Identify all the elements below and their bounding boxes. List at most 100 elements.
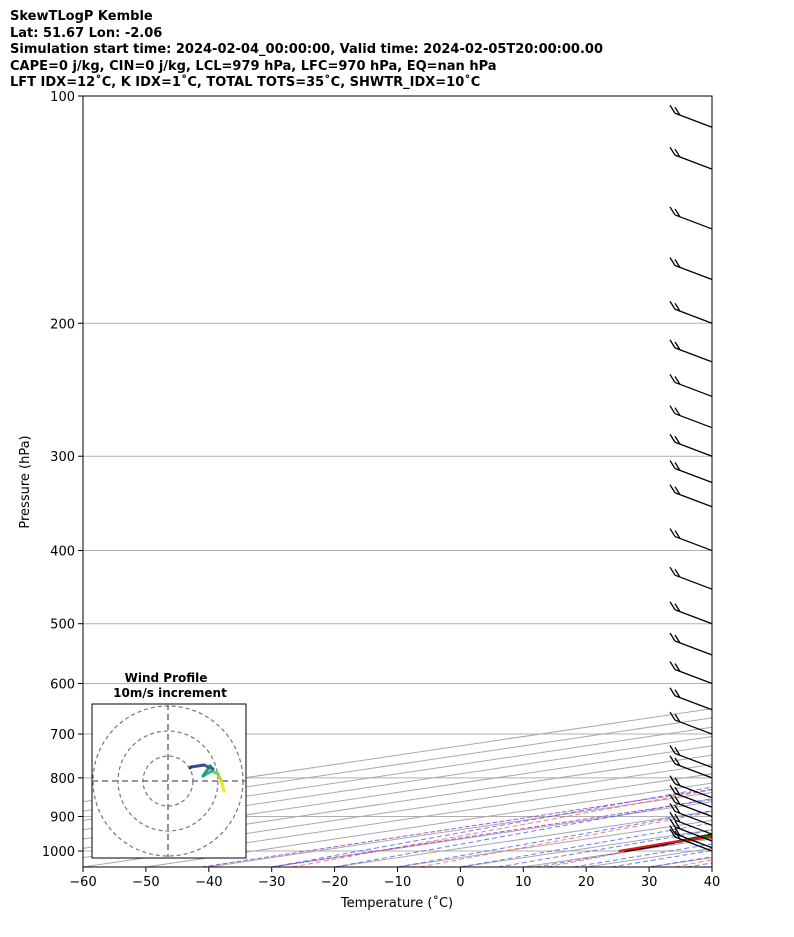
barb-staff [674, 381, 713, 398]
wind-barbs [669, 104, 713, 852]
barb-flag [674, 777, 681, 787]
barb-flag [669, 687, 676, 697]
barb-staff [674, 441, 713, 457]
dry-adiabat [674, 859, 712, 867]
barb-flag [674, 568, 681, 578]
wind-barb [669, 794, 713, 818]
barb-flag [669, 632, 676, 642]
barb-flag [674, 786, 681, 796]
y-tick-label: 500 [50, 618, 75, 633]
barb-flag [674, 341, 681, 351]
barb-staff [674, 467, 713, 484]
moist-adiabat [334, 798, 712, 867]
x-tick-label: −50 [132, 875, 159, 890]
wind-barb [669, 528, 713, 552]
wind-barb [669, 784, 713, 808]
moist-adiabat [271, 786, 712, 867]
moist-adiabat [498, 829, 712, 867]
x-axis-label: Temperature (˚C) [340, 895, 453, 911]
wind-barb [669, 711, 713, 735]
wind-barb [669, 206, 713, 230]
moist-adiabat [460, 822, 712, 867]
moist-adiabat [573, 843, 712, 867]
isotherm [649, 857, 712, 867]
wind-barb [669, 745, 713, 769]
barb-flag [669, 433, 676, 443]
barb-staff [674, 264, 713, 281]
isotherm [586, 847, 712, 867]
barb-flag [674, 259, 681, 268]
wind-barb [669, 146, 713, 170]
dry-adiabat [292, 789, 712, 867]
barb-flag [669, 484, 676, 494]
barb-flag [669, 755, 676, 765]
wind-barb [669, 257, 713, 281]
x-tick-label: 0 [456, 875, 464, 890]
wind-barb [669, 661, 713, 685]
barb-flag [669, 818, 676, 828]
barb-staff [674, 413, 713, 429]
isotherm [83, 726, 712, 821]
dry-adiabat [419, 811, 712, 867]
x-tick-label: −10 [384, 875, 411, 890]
barb-flag [674, 407, 681, 417]
wind-barb [669, 484, 713, 508]
mixing-ratio-line [271, 799, 712, 867]
moist-adiabat [535, 836, 712, 867]
wind-barb [669, 405, 713, 429]
x-tick-label: −30 [258, 875, 285, 890]
barb-flag [674, 376, 681, 385]
wind-barb [669, 632, 713, 656]
barb-staff [674, 836, 713, 852]
barb-flag [669, 711, 676, 721]
y-tick-label: 600 [50, 678, 75, 693]
wind-barb [669, 687, 713, 711]
barb-flag [669, 784, 676, 794]
x-tick-label: −40 [195, 875, 222, 890]
wind-barb [669, 566, 713, 590]
barb-staff [674, 810, 713, 827]
y-tick-label: 700 [50, 728, 75, 743]
barb-flag [669, 825, 676, 835]
barb-flag [674, 805, 681, 814]
y-tick-label: 900 [50, 810, 75, 825]
barb-flag [674, 208, 681, 218]
dry-adiabat [547, 834, 712, 867]
x-tick-label: −20 [321, 875, 348, 890]
barb-flag [674, 603, 681, 613]
barb-staff [674, 347, 713, 363]
barb-staff [674, 783, 713, 799]
wind-barb [669, 433, 713, 457]
wind-barb [669, 300, 713, 324]
y-axis-label: Pressure (hPa) [18, 435, 33, 528]
wind-barb [669, 755, 713, 779]
barb-flag [669, 745, 676, 754]
barb-flag [669, 257, 676, 266]
chart-title: SkewTLogP Kemble [10, 9, 153, 24]
barb-flag [669, 374, 676, 383]
barb-staff [674, 535, 713, 552]
barb-flag [669, 339, 676, 349]
barb-flag [674, 713, 681, 723]
wind-barb [669, 825, 713, 849]
wind-barb [669, 374, 713, 398]
barb-staff [674, 695, 713, 711]
y-tick-label: 300 [50, 450, 75, 465]
cape-line: CAPE=0 j/kg, CIN=0 j/kg, LCL=979 hPa, LF… [10, 58, 497, 74]
barb-flag [674, 148, 681, 158]
barb-staff [674, 214, 713, 230]
x-tick-label: −60 [69, 875, 96, 890]
hodograph-segment [189, 763, 206, 769]
barb-flag [669, 661, 676, 670]
barb-flag [669, 300, 676, 310]
isotherm [271, 801, 712, 867]
y-tick-label: 1000 [42, 845, 75, 860]
chart-header: SkewTLogP Kemble Lat: 51.67 Lon: -2.06 S… [10, 9, 603, 92]
barb-flag [674, 757, 681, 767]
barb-staff [674, 792, 713, 808]
moist-adiabat [397, 810, 712, 867]
index-line: LFT IDX=12˚C, K IDX=1˚C, TOTAL TOTS=35˚C… [10, 75, 481, 90]
barb-staff [674, 308, 713, 324]
inset-subtitle: 10m/s increment [113, 686, 227, 700]
hodograph-segment [219, 778, 226, 793]
